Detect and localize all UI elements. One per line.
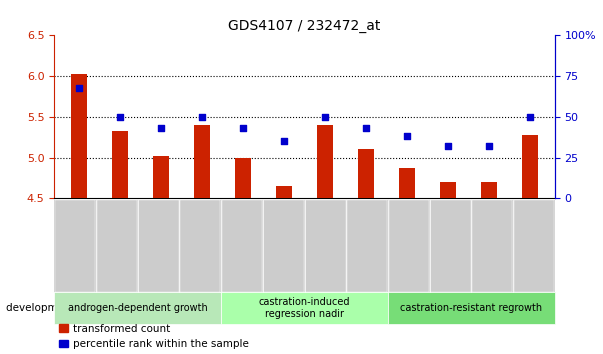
Point	[197, 114, 207, 120]
Point	[279, 138, 289, 144]
Point	[525, 114, 535, 120]
Point	[156, 125, 166, 131]
Point	[484, 143, 494, 149]
Point	[402, 133, 412, 139]
Point	[238, 125, 248, 131]
Bar	[481, 182, 497, 198]
Bar	[440, 182, 456, 198]
Point	[361, 125, 371, 131]
Point	[320, 114, 330, 120]
Text: development stage  ▶: development stage ▶	[6, 303, 122, 313]
Bar	[194, 125, 210, 198]
Point	[74, 85, 84, 90]
Text: castration-resistant regrowth: castration-resistant regrowth	[400, 303, 543, 313]
Bar	[399, 168, 415, 198]
Bar	[235, 158, 251, 198]
Bar	[276, 186, 292, 198]
Point	[443, 143, 453, 149]
Bar	[317, 125, 333, 198]
Text: castration-induced
regression nadir: castration-induced regression nadir	[259, 297, 350, 319]
Bar	[112, 131, 128, 198]
Title: GDS4107 / 232472_at: GDS4107 / 232472_at	[229, 19, 380, 33]
Legend: transformed count, percentile rank within the sample: transformed count, percentile rank withi…	[60, 324, 249, 349]
Bar	[153, 156, 169, 198]
Text: androgen-dependent growth: androgen-dependent growth	[68, 303, 207, 313]
Bar	[358, 149, 374, 198]
Bar	[71, 74, 87, 198]
Point	[115, 114, 125, 120]
Bar	[522, 135, 538, 198]
